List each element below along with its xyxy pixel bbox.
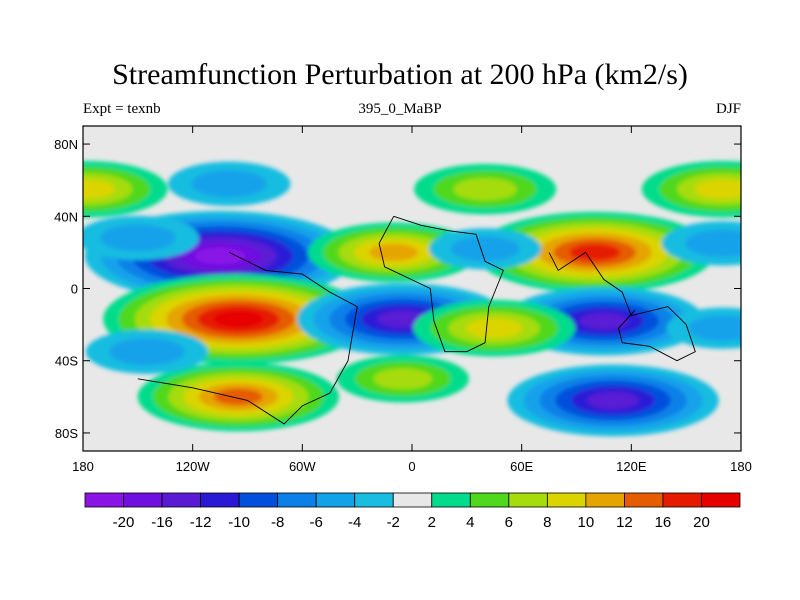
y-tick-label: 80S bbox=[55, 426, 78, 441]
y-tick-label: 0 bbox=[71, 282, 78, 297]
y-tick-label: 40S bbox=[55, 354, 78, 369]
y-tick-label: 80N bbox=[54, 137, 78, 152]
chart-title: Streamfunction Perturbation at 200 hPa (… bbox=[112, 58, 688, 91]
x-tick-label: 60E bbox=[510, 459, 533, 474]
contour-field bbox=[83, 126, 741, 451]
colorbar-box bbox=[701, 492, 741, 508]
y-tick-label: 40N bbox=[54, 209, 78, 224]
colorbar-box bbox=[84, 492, 124, 508]
coastline bbox=[548, 251, 696, 362]
contour-band bbox=[450, 236, 520, 262]
colorbar-box bbox=[315, 492, 356, 508]
colorbar-box bbox=[662, 492, 702, 508]
contour-band bbox=[587, 391, 639, 410]
colorbar-label: 20 bbox=[693, 514, 710, 531]
season-label: DJF bbox=[715, 101, 741, 117]
colorbar-label: 2 bbox=[428, 514, 436, 531]
colorbar-box bbox=[238, 492, 279, 508]
colorbar-label: 6 bbox=[505, 514, 513, 531]
contour-band bbox=[685, 229, 741, 257]
contour-band bbox=[466, 318, 523, 339]
contour-band bbox=[213, 388, 263, 406]
colorbar-label: -12 bbox=[190, 514, 212, 531]
contour-band bbox=[688, 315, 741, 341]
colorbar-label: 10 bbox=[578, 514, 595, 531]
x-tick-label: 180 bbox=[730, 459, 752, 474]
colorbar-box bbox=[431, 492, 471, 508]
colorbar-box bbox=[200, 492, 240, 508]
colorbar-label: 4 bbox=[466, 514, 474, 531]
coastline bbox=[378, 215, 504, 353]
x-tick-label: 0 bbox=[408, 459, 415, 474]
colorbar-label: -10 bbox=[228, 514, 250, 531]
colorbar-label: 12 bbox=[616, 514, 633, 531]
experiment-label: Expt = texnb bbox=[83, 101, 161, 117]
contour-band bbox=[109, 338, 185, 366]
contour-band bbox=[194, 247, 246, 265]
colorbar-box bbox=[546, 492, 587, 508]
contour-band bbox=[373, 368, 433, 390]
x-tick-label: 120W bbox=[176, 459, 211, 474]
colorbar-box bbox=[354, 492, 394, 508]
coastline bbox=[137, 251, 358, 425]
colorbar-box bbox=[469, 492, 510, 508]
colorbar-box bbox=[123, 492, 163, 508]
colorbar-box bbox=[392, 492, 433, 508]
colorbar-label: 16 bbox=[655, 514, 672, 531]
contour-band bbox=[83, 179, 115, 200]
contour-band bbox=[100, 224, 176, 252]
colorbar-box bbox=[277, 492, 317, 508]
contour-band bbox=[579, 312, 629, 330]
colorbar-label: -4 bbox=[348, 514, 361, 531]
contour-band bbox=[213, 310, 264, 328]
contour-band bbox=[694, 179, 741, 200]
colorbar-label: -6 bbox=[310, 514, 323, 531]
colorbar-label: -8 bbox=[271, 514, 284, 531]
colorbar-box bbox=[624, 492, 664, 508]
colorbar-label: -20 bbox=[113, 514, 135, 531]
colorbar-label: 8 bbox=[543, 514, 551, 531]
colorbar-box bbox=[508, 492, 548, 508]
colorbar-box bbox=[161, 492, 201, 508]
contour-band bbox=[369, 243, 419, 261]
colorbar-box bbox=[585, 492, 625, 508]
x-tick-label: 180 bbox=[72, 459, 94, 474]
case-label: 395_0_MaBP bbox=[358, 101, 442, 117]
contour-band bbox=[569, 243, 621, 261]
colorbar-label: -16 bbox=[151, 514, 173, 531]
x-tick-label: 120E bbox=[616, 459, 647, 474]
colorbar-label: -2 bbox=[387, 514, 400, 531]
contour-band bbox=[191, 170, 267, 198]
contour-band bbox=[453, 178, 517, 201]
x-tick-label: 60W bbox=[289, 459, 316, 474]
